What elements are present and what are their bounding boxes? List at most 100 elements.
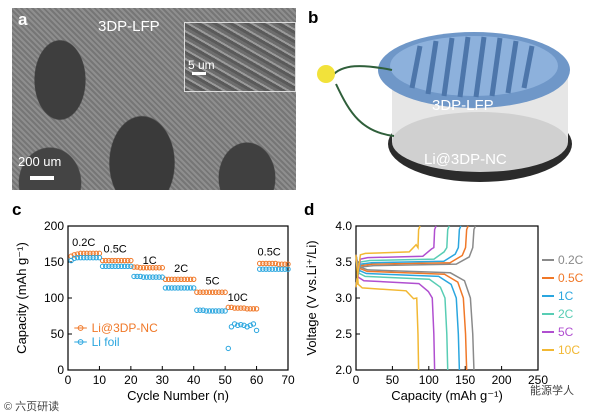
inset-scale-bar xyxy=(192,72,206,75)
rate-label: 5C xyxy=(206,275,220,287)
data-point xyxy=(235,305,241,311)
data-point xyxy=(93,254,99,261)
data-point xyxy=(253,306,260,312)
x-tick-label: 50 xyxy=(386,373,400,387)
data-point xyxy=(137,273,143,280)
data-point xyxy=(165,285,172,291)
data-point xyxy=(125,257,131,264)
data-point xyxy=(244,306,250,312)
data-point xyxy=(203,308,209,314)
data-point xyxy=(257,266,263,272)
device-schematic-svg: 3DP-LFP Li@3DP-NC xyxy=(317,32,572,182)
lfp-grid-lines xyxy=(409,36,535,98)
data-point xyxy=(103,263,109,270)
data-point xyxy=(153,265,159,271)
data-point xyxy=(275,266,282,272)
y-tick-label: 4.0 xyxy=(335,219,352,233)
data-point xyxy=(200,307,206,313)
data-point xyxy=(77,254,84,261)
data-point xyxy=(147,274,153,280)
data-point xyxy=(156,265,162,271)
watermark-right: 能源学人 xyxy=(530,385,574,397)
y-tick-label: 200 xyxy=(44,219,64,233)
data-point xyxy=(175,276,181,282)
y-tick-label: 100 xyxy=(44,291,64,305)
watermark-left: © 六页研读 xyxy=(4,401,60,413)
discharge-curve xyxy=(355,254,420,371)
panel-c-letter: c xyxy=(12,200,22,219)
y-tick-label: 2.5 xyxy=(335,327,352,341)
y-tick-label: 2.0 xyxy=(335,363,352,377)
discharge-curve xyxy=(355,254,436,371)
legend-marker xyxy=(77,325,84,331)
data-point xyxy=(106,263,112,270)
data-point xyxy=(118,263,125,270)
data-point xyxy=(137,265,143,271)
legend-label: 10C xyxy=(558,343,580,357)
data-point xyxy=(228,324,235,330)
legend-label: Li@3DP-NC xyxy=(92,321,159,335)
data-point xyxy=(253,327,260,334)
data-point xyxy=(244,324,250,330)
data-point xyxy=(81,254,87,261)
x-tick-label: 60 xyxy=(250,373,264,387)
data-point xyxy=(90,254,96,261)
data-point xyxy=(200,289,206,295)
data-point xyxy=(74,251,81,257)
rate-chart-panel: c 0 10 20 30 40 50 60 70 0 50 100 150 200 Cycle Numbe… xyxy=(4,200,296,414)
rate-label: 0.5C xyxy=(258,247,281,259)
scale-bar xyxy=(30,176,54,180)
data-point xyxy=(159,274,165,280)
charge-curve xyxy=(355,225,421,288)
x-tick-label: 20 xyxy=(124,373,138,387)
data-point xyxy=(269,266,275,272)
data-point xyxy=(238,305,244,311)
data-point xyxy=(194,307,200,313)
panel-a-title: 3DP-LFP xyxy=(98,18,160,35)
data-point xyxy=(131,264,137,270)
x-tick-label: 0 xyxy=(353,373,360,387)
x-tick-label: 150 xyxy=(455,373,475,387)
data-point xyxy=(213,308,219,314)
x-tick-label: 250 xyxy=(528,373,548,387)
rate-chart-svg: 0 10 20 30 40 50 60 70 0 50 100 150 200 Cycle Number … xyxy=(14,219,295,403)
panel-d-letter: d xyxy=(304,200,315,219)
data-point xyxy=(109,257,115,264)
voltage-chart-panel: d 0 50 100 150 200 250 2.0 2.5 3.0 3.5 4.0 Capacity… xyxy=(300,200,592,414)
data-point xyxy=(269,260,275,267)
data-point xyxy=(209,308,216,314)
data-point xyxy=(194,289,200,295)
data-point xyxy=(147,265,153,271)
legend-label: 0.2C xyxy=(558,253,584,267)
data-point xyxy=(106,257,112,264)
data-point xyxy=(112,263,118,270)
data-point xyxy=(169,285,175,291)
data-point xyxy=(99,263,106,270)
data-point xyxy=(178,276,184,282)
rate-label: 0.5C xyxy=(104,244,127,256)
data-point xyxy=(213,289,219,295)
legend-label: 0.5C xyxy=(558,271,584,285)
y-tick-label: 0 xyxy=(57,363,64,377)
data-point xyxy=(118,257,125,264)
data-point xyxy=(206,289,213,295)
data-point xyxy=(257,260,263,267)
data-point xyxy=(178,285,184,291)
data-point xyxy=(282,266,288,272)
data-point xyxy=(121,263,128,270)
x-tick-label: 70 xyxy=(281,373,295,387)
y-tick-label: 50 xyxy=(51,327,65,341)
data-point xyxy=(103,257,109,264)
data-point xyxy=(216,289,222,295)
data-point xyxy=(87,254,93,261)
data-point xyxy=(184,285,191,291)
data-point xyxy=(96,254,103,261)
data-point xyxy=(71,255,77,262)
data-point xyxy=(266,260,272,267)
data-point xyxy=(121,257,128,264)
data-point xyxy=(219,289,225,295)
data-point xyxy=(115,257,121,264)
data-point xyxy=(272,260,279,267)
y-tick-label: 150 xyxy=(44,255,64,269)
legend-label: Li foil xyxy=(92,335,120,349)
